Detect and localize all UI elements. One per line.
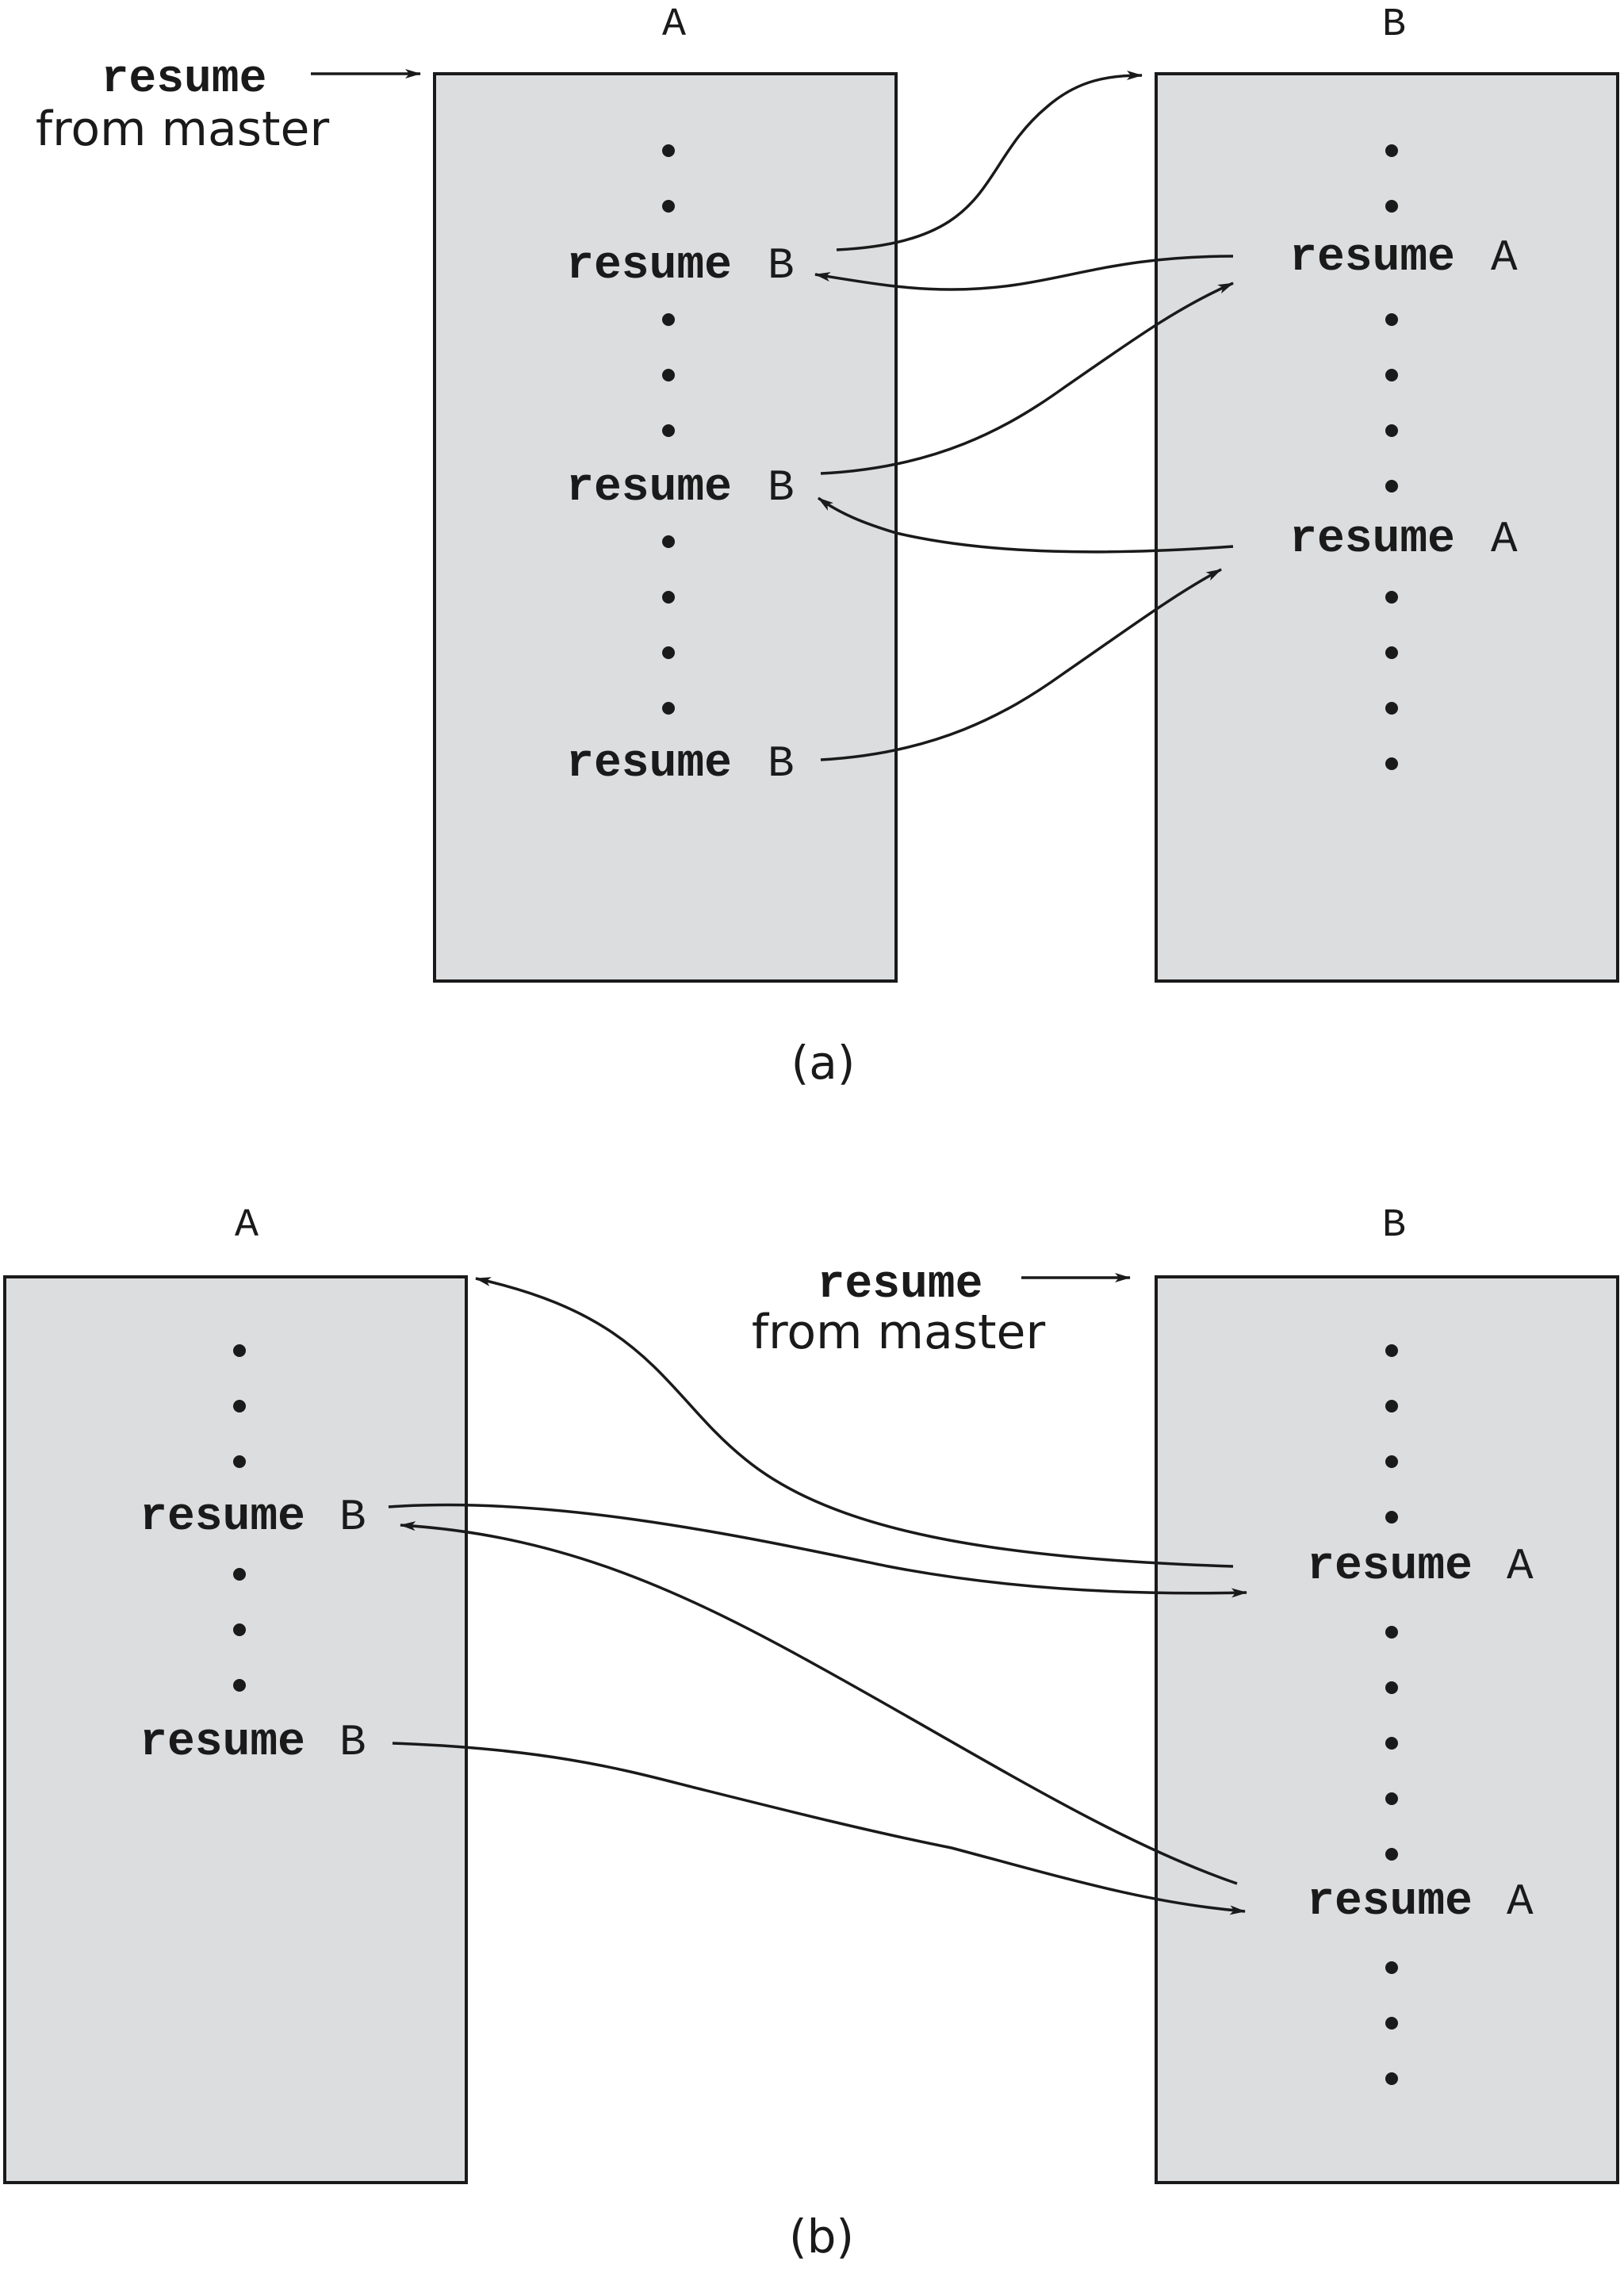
resume-target: B bbox=[768, 240, 795, 291]
panel-a-routine-b-title: B bbox=[1382, 2, 1406, 48]
panel-a-arrow-a3-to-b2 bbox=[820, 568, 1222, 761]
panel-b-caption: (b) bbox=[789, 2210, 854, 2263]
panel-a-caption: (a) bbox=[791, 1036, 856, 1090]
panel-a-routine-b-box bbox=[1155, 72, 1619, 983]
panel-b-arrow-a2-to-b2 bbox=[392, 1742, 1246, 1915]
panel-b-arrow-a1-to-b1 bbox=[388, 1503, 1247, 1598]
panel-b-a-stmt-1: resume B bbox=[140, 1492, 366, 1543]
resume-target: A bbox=[1491, 514, 1518, 565]
panel-b-a-stmt-2: resume B bbox=[140, 1717, 366, 1769]
resume-keyword: resume bbox=[140, 1717, 305, 1769]
panel-a-entry-text: from master bbox=[36, 102, 330, 157]
resume-target: A bbox=[1507, 1541, 1534, 1592]
resume-target: B bbox=[339, 1492, 366, 1543]
resume-keyword: resume bbox=[566, 462, 732, 514]
panel-a-arrow-b2-to-a2 bbox=[817, 496, 1234, 554]
panel-a-a-stmt-2: resume B bbox=[566, 462, 794, 514]
panel-b-b-ellipsis bbox=[1385, 1344, 1398, 2085]
panel-b-a-ellipsis bbox=[233, 1344, 246, 1692]
panel-b-b-stmt-1: resume A bbox=[1307, 1541, 1534, 1593]
panel-b-entry-text: from master bbox=[752, 1305, 1046, 1360]
resume-target: A bbox=[1491, 232, 1518, 283]
panel-b-arrow-b2-to-a1 bbox=[400, 1521, 1238, 1885]
panel-a-a-stmt-3: resume B bbox=[566, 738, 794, 790]
panel-b-routine-a-box bbox=[3, 1275, 468, 2184]
resume-keyword: resume bbox=[1307, 1541, 1473, 1593]
panel-b: A B resume from master resume B resume B… bbox=[3, 1203, 1619, 2263]
panel-a-b-stmt-2: resume A bbox=[1289, 514, 1518, 565]
panel-b-routine-b-title: B bbox=[1382, 1203, 1406, 1248]
panel-a-arrow-a1-to-b-entry bbox=[836, 71, 1143, 251]
resume-keyword: resume bbox=[1307, 1876, 1473, 1928]
panel-a-a-ellipsis bbox=[662, 144, 675, 715]
panel-a-entry-keyword: resume bbox=[102, 54, 267, 105]
resume-keyword: resume bbox=[140, 1492, 305, 1543]
resume-target: B bbox=[768, 462, 795, 513]
panel-b-routine-a-title: A bbox=[235, 1203, 259, 1248]
panel-a-arrow-b1-to-a1 bbox=[814, 255, 1234, 291]
resume-target: B bbox=[768, 738, 795, 789]
panel-b-routine-b-box bbox=[1155, 1275, 1619, 2184]
resume-target: B bbox=[339, 1717, 366, 1768]
panel-a-b-stmt-1: resume A bbox=[1289, 232, 1518, 284]
panel-a-a-stmt-1: resume B bbox=[566, 240, 794, 292]
panel-a-arrow-a2-to-b1 bbox=[820, 282, 1234, 475]
resume-keyword: resume bbox=[566, 738, 732, 790]
resume-target: A bbox=[1507, 1876, 1534, 1927]
panel-b-arrow-b1-to-a-entry bbox=[475, 1277, 1234, 1568]
resume-keyword: resume bbox=[1289, 514, 1455, 565]
panel-a-b-ellipsis bbox=[1385, 144, 1398, 770]
panel-b-entry-keyword: resume bbox=[818, 1259, 983, 1311]
resume-keyword: resume bbox=[566, 240, 732, 292]
panel-a-routine-a-title: A bbox=[662, 2, 686, 48]
panel-a-routine-a-box bbox=[433, 72, 898, 983]
panel-a: A B resume from master resume B resume B… bbox=[36, 2, 1619, 1090]
panel-b-b-stmt-2: resume A bbox=[1307, 1876, 1534, 1928]
resume-keyword: resume bbox=[1289, 232, 1455, 284]
